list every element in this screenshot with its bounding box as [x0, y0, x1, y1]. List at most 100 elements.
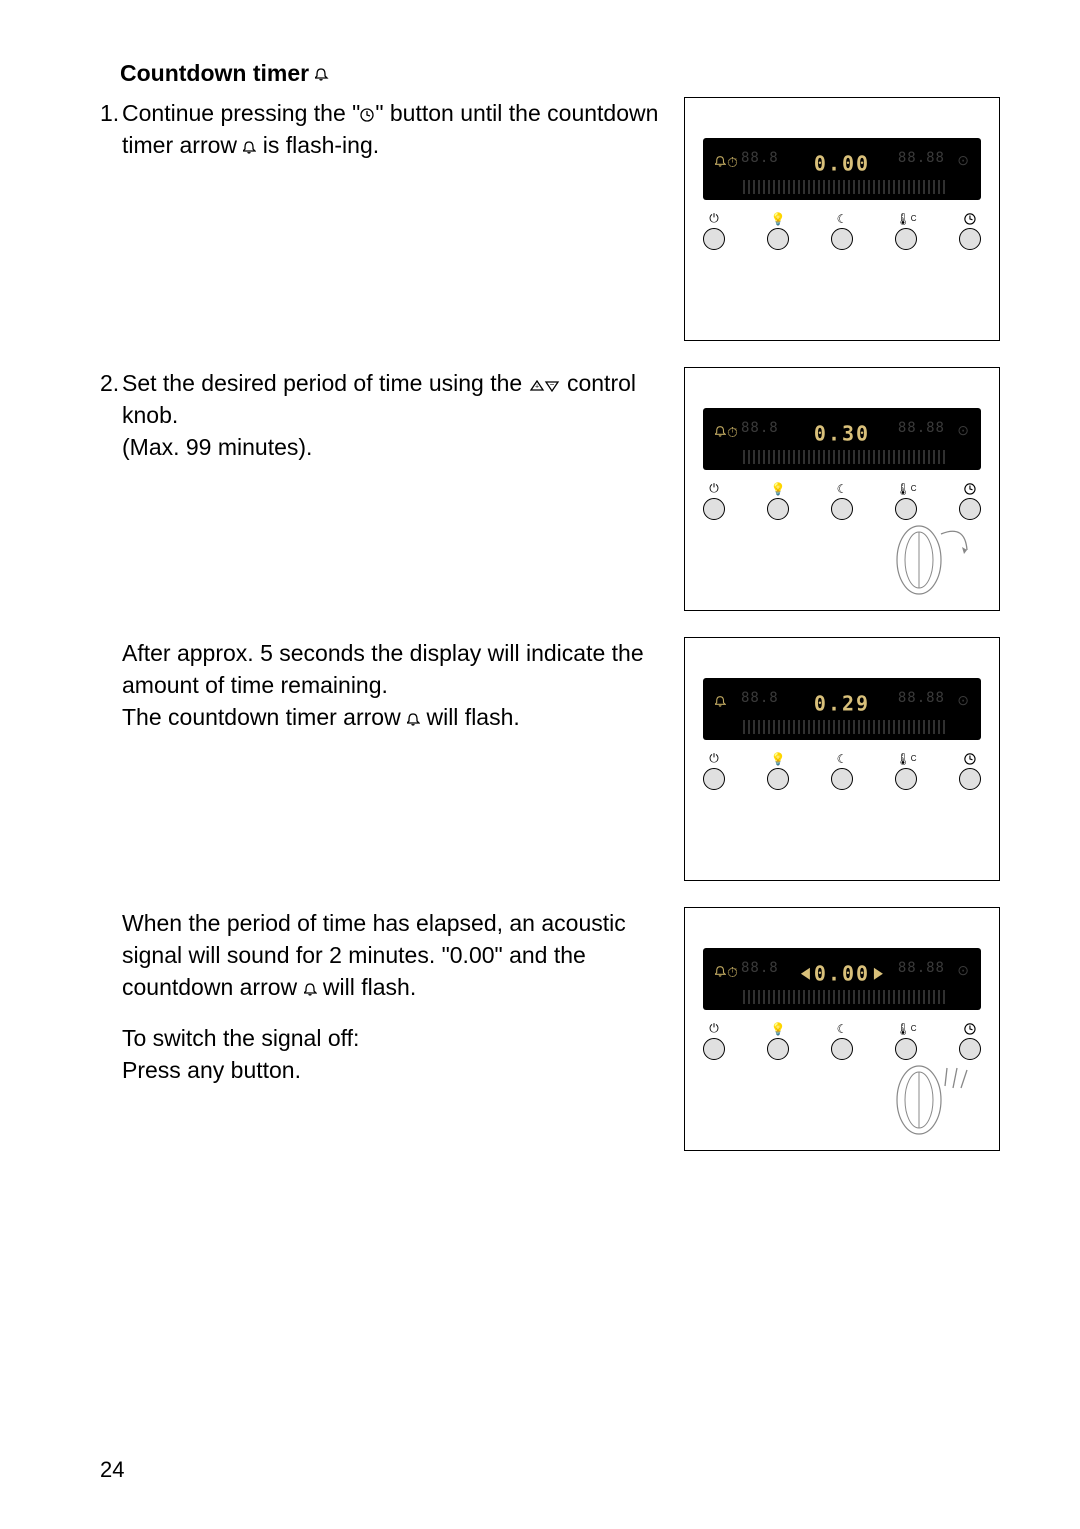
- lcd-ghost-row: [743, 720, 945, 734]
- thermometer-icon: 🌡C: [895, 482, 916, 495]
- clock-icon: ⊙: [957, 422, 969, 439]
- power-icon: ⏻: [709, 212, 719, 225]
- lcd-display: 88.8 0.30 88.88 ⏱ ⊙: [703, 408, 981, 470]
- button-row: ⏻ 💡 ☾ 🌡C: [703, 752, 981, 790]
- bell-icon: [315, 60, 329, 87]
- lcd-ghost-row: [743, 180, 945, 194]
- cook-icon: ☾: [837, 212, 848, 225]
- button-row: ⏻ 💡 ☾ 🌡C: [703, 212, 981, 250]
- step-body: When the period of time has elapsed, an …: [122, 907, 660, 1151]
- lcd-value: 0.29: [814, 692, 870, 716]
- section-heading: Countdown timer: [120, 60, 1000, 87]
- bell-icon: [304, 974, 317, 1000]
- lcd-ghost: 88.8: [741, 960, 779, 976]
- thermo-button[interactable]: 🌡C: [895, 212, 917, 250]
- alarm-icon: ⏱: [727, 154, 738, 171]
- step-2: 2. Set the desired period of time using …: [100, 367, 1000, 611]
- lcd-ghost: 88.88: [898, 690, 945, 706]
- step-1: 1. Continue pressing the "" button until…: [100, 97, 1000, 341]
- lcd-display: 88.8 0.00 88.88 ⏱ ⊙: [703, 948, 981, 1010]
- bell-icon: [407, 704, 420, 730]
- triangle-right-icon: [874, 968, 883, 980]
- bell-icon: [715, 694, 726, 710]
- step-body: After approx. 5 seconds the display will…: [122, 637, 660, 881]
- thermo-button[interactable]: 🌡C: [895, 752, 917, 790]
- step-3: After approx. 5 seconds the display will…: [100, 637, 1000, 881]
- cook-icon: ☾: [837, 1022, 848, 1035]
- lcd-value-with-arrows: 0.00: [801, 962, 883, 986]
- cook-button[interactable]: ☾: [831, 212, 853, 250]
- power-icon: ⏻: [709, 482, 719, 495]
- cook-button[interactable]: ☾: [831, 482, 853, 520]
- knob-press-icon: [885, 1054, 975, 1140]
- lcd-ghost: 88.88: [898, 150, 945, 166]
- lcd-ghost: 88.8: [741, 150, 779, 166]
- step-number: 1.: [100, 97, 122, 341]
- step-text: After approx. 5 seconds the display will…: [100, 637, 660, 881]
- lcd-ghost: 88.88: [898, 420, 945, 436]
- clock-icon: ⊙: [957, 692, 969, 709]
- power-button[interactable]: ⏻: [703, 1022, 725, 1060]
- cook-icon: ☾: [837, 752, 848, 765]
- step-body: Continue pressing the "" button until th…: [122, 97, 660, 341]
- lcd-display: 88.8 0.00 88.88 ⏱ ⊙: [703, 138, 981, 200]
- clock-icon: [360, 100, 375, 126]
- clock-icon: ⊙: [957, 152, 969, 169]
- lcd-ghost-row: [743, 450, 945, 464]
- clock-icon: [964, 482, 976, 495]
- control-panel-diagram-2: 88.8 0.30 88.88 ⏱ ⊙ ⏻ 💡 ☾ 🌡C: [684, 367, 1000, 611]
- thermometer-icon: 🌡C: [895, 212, 916, 225]
- bell-icon: [715, 154, 726, 170]
- light-icon: 💡: [771, 752, 786, 765]
- power-button[interactable]: ⏻: [703, 212, 725, 250]
- lcd-ghost: 88.8: [741, 690, 779, 706]
- thermometer-icon: 🌡C: [895, 1022, 916, 1035]
- clock-button[interactable]: [959, 752, 981, 790]
- lcd-ghost: 88.8: [741, 420, 779, 436]
- thermometer-icon: 🌡C: [895, 752, 916, 765]
- light-icon: 💡: [771, 482, 786, 495]
- cook-button[interactable]: ☾: [831, 1022, 853, 1060]
- power-icon: ⏻: [709, 1022, 719, 1035]
- clock-icon: ⊙: [957, 962, 969, 979]
- alarm-icon: ⏱: [727, 964, 738, 981]
- clock-icon: [964, 1022, 976, 1035]
- cook-button[interactable]: ☾: [831, 752, 853, 790]
- plus-minus-icon: [529, 370, 561, 396]
- light-button[interactable]: 💡: [767, 212, 789, 250]
- knob-turn-icon: [885, 514, 975, 600]
- step-body: Set the desired period of time using the…: [122, 367, 660, 611]
- cook-icon: ☾: [837, 482, 848, 495]
- step-4: When the period of time has elapsed, an …: [100, 907, 1000, 1151]
- lcd-value: 0.00: [814, 152, 870, 176]
- heading-text: Countdown timer: [120, 60, 309, 87]
- step-text: When the period of time has elapsed, an …: [100, 907, 660, 1151]
- triangle-left-icon: [801, 968, 810, 980]
- lcd-ghost-row: [743, 990, 945, 1004]
- power-button[interactable]: ⏻: [703, 482, 725, 520]
- light-button[interactable]: 💡: [767, 482, 789, 520]
- light-icon: 💡: [771, 1022, 786, 1035]
- light-button[interactable]: 💡: [767, 1022, 789, 1060]
- light-icon: 💡: [771, 212, 786, 225]
- control-panel-diagram-1: 88.8 0.00 88.88 ⏱ ⊙ ⏻ 💡 ☾ 🌡C: [684, 97, 1000, 341]
- clock-icon: [964, 212, 976, 225]
- clock-button[interactable]: [959, 212, 981, 250]
- page-number: 24: [100, 1457, 124, 1483]
- step-text: 1. Continue pressing the "" button until…: [100, 97, 660, 341]
- step-text: 2. Set the desired period of time using …: [100, 367, 660, 611]
- alarm-icon: ⏱: [727, 424, 738, 441]
- lcd-display: 88.8 0.29 88.88 ⊙: [703, 678, 981, 740]
- bell-icon: [715, 964, 726, 980]
- bell-icon: [243, 132, 256, 158]
- lcd-value: 0.30: [814, 422, 870, 446]
- clock-icon: [964, 752, 976, 765]
- power-button[interactable]: ⏻: [703, 752, 725, 790]
- control-panel-diagram-3: 88.8 0.29 88.88 ⊙ ⏻ 💡 ☾ 🌡C: [684, 637, 1000, 881]
- light-button[interactable]: 💡: [767, 752, 789, 790]
- power-icon: ⏻: [709, 752, 719, 765]
- step-number: 2.: [100, 367, 122, 611]
- bell-icon: [715, 424, 726, 440]
- control-panel-diagram-4: 88.8 0.00 88.88 ⏱ ⊙ ⏻ 💡 ☾ 🌡C: [684, 907, 1000, 1151]
- lcd-ghost: 88.88: [898, 960, 945, 976]
